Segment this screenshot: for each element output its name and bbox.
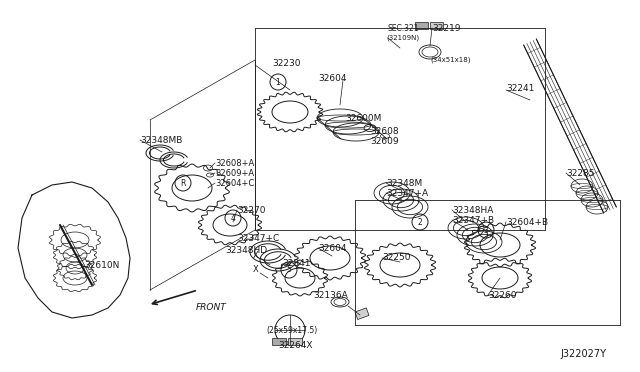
Text: 32609: 32609 [370, 137, 399, 145]
Text: (25x59x17.5): (25x59x17.5) [266, 326, 317, 334]
Text: 32230: 32230 [272, 58, 301, 67]
Text: 32600M: 32600M [345, 113, 381, 122]
Text: 32347+B: 32347+B [452, 215, 494, 224]
Text: (32109N): (32109N) [386, 35, 419, 41]
Text: 32260: 32260 [488, 291, 516, 299]
Text: 32241: 32241 [506, 83, 534, 93]
Text: SEC.321: SEC.321 [388, 23, 419, 32]
Text: (34x51x18): (34x51x18) [430, 57, 470, 63]
Text: 32348M: 32348M [386, 179, 422, 187]
Bar [288, 338, 302, 345]
Text: 32608+A: 32608+A [215, 158, 254, 167]
Text: 32136A: 32136A [313, 291, 348, 299]
Bar [355, 308, 369, 320]
Text: 32348HA: 32348HA [452, 205, 493, 215]
Text: 1: 1 [276, 77, 280, 87]
Text: 32250: 32250 [382, 253, 410, 263]
Text: 32604+B: 32604+B [506, 218, 548, 227]
Text: 32604: 32604 [318, 244, 346, 253]
Text: FRONT: FRONT [196, 304, 227, 312]
Text: 32341: 32341 [282, 259, 310, 267]
Bar [272, 338, 286, 345]
Text: 4: 4 [230, 214, 236, 222]
Text: 3: 3 [484, 225, 488, 234]
Text: 32285: 32285 [566, 169, 595, 177]
Text: X: X [253, 266, 259, 275]
Text: X: X [253, 250, 259, 260]
Text: 32608: 32608 [370, 126, 399, 135]
Text: 32347+A: 32347+A [386, 189, 428, 198]
Text: 32348MB: 32348MB [140, 135, 182, 144]
Text: 32604: 32604 [318, 74, 346, 83]
Text: 5: 5 [287, 266, 291, 275]
Text: 32270: 32270 [237, 205, 266, 215]
Text: 32347+C: 32347+C [237, 234, 279, 243]
Bar [415, 22, 428, 29]
Text: 32264X: 32264X [278, 340, 312, 350]
Text: 32348HD: 32348HD [225, 246, 267, 254]
Text: 32604+C: 32604+C [215, 179, 254, 187]
Text: R: R [180, 179, 186, 187]
Text: 32609+A: 32609+A [215, 169, 254, 177]
Text: 32610N: 32610N [84, 260, 120, 269]
Text: 2: 2 [418, 218, 422, 227]
Text: 32219: 32219 [432, 23, 461, 32]
Bar [430, 22, 443, 29]
Text: J322027Y: J322027Y [560, 349, 606, 359]
